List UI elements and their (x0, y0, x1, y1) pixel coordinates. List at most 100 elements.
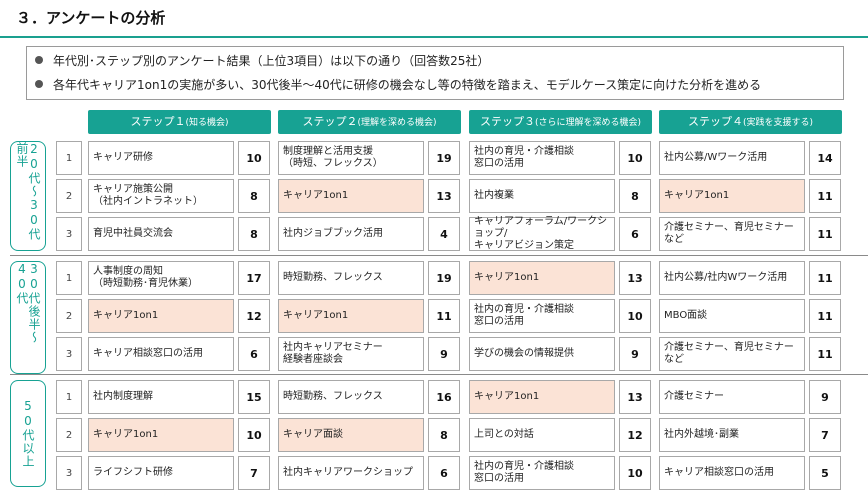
item-cell: 社内キャリアセミナー 経験者座談会 (278, 337, 424, 371)
item-cell: キャリア相談窓口の活用 (659, 456, 805, 490)
item-cell: 社内制度理解 (88, 380, 234, 414)
count-cell: 8 (238, 217, 270, 251)
item-cell: 介護セミナー、育児セミナーなど (659, 337, 805, 371)
summary-bullet: 年代別･ステップ別のアンケート結果（上位3項目）は以下の通り（回答数25社） (35, 49, 843, 73)
rank-cell: 3 (56, 217, 82, 251)
item-cell: キャリア相談窓口の活用 (88, 337, 234, 371)
count-cell: 11 (428, 299, 460, 333)
age-group-text: 50代以上 (21, 399, 35, 468)
item-cell: 育児中社員交流会 (88, 217, 234, 251)
step-header-sub: (実践を支援する) (742, 118, 814, 128)
age-group-divider (10, 255, 868, 256)
count-cell: 13 (428, 179, 460, 213)
title-rule (0, 36, 868, 38)
count-cell: 12 (619, 418, 651, 452)
age-group-text: 30代後半〜40代 (15, 262, 41, 344)
item-cell: キャリア1on1 (278, 299, 424, 333)
step-header-3: ステップ３(さらに理解を深める機会) (469, 110, 652, 134)
item-cell: 社内キャリアワークショップ (278, 456, 424, 490)
count-cell: 6 (619, 217, 651, 251)
count-cell: 5 (809, 456, 841, 490)
item-cell: 社内複業 (469, 179, 615, 213)
count-cell: 10 (238, 141, 270, 175)
count-cell: 8 (619, 179, 651, 213)
step-header-label: ステップ３ (479, 115, 535, 128)
count-cell: 9 (809, 380, 841, 414)
step-header-2: ステップ２(理解を深める機会) (278, 110, 461, 134)
item-cell: 社内公募/Wワーク活用 (659, 141, 805, 175)
count-cell: 11 (809, 217, 841, 251)
count-cell: 12 (238, 299, 270, 333)
rank-cell: 1 (56, 261, 82, 295)
count-cell: 9 (619, 337, 651, 371)
rank-cell: 2 (56, 299, 82, 333)
item-cell: 社内ジョブブック活用 (278, 217, 424, 251)
item-cell: 介護セミナー、育児セミナーなど (659, 217, 805, 251)
age-group-label: 50代以上 (10, 380, 46, 487)
count-cell: 10 (238, 418, 270, 452)
count-cell: 4 (428, 217, 460, 251)
item-cell: 時短勤務、フレックス (278, 261, 424, 295)
count-cell: 14 (809, 141, 841, 175)
item-cell: 学びの機会の情報提供 (469, 337, 615, 371)
count-cell: 10 (619, 141, 651, 175)
count-cell: 11 (809, 261, 841, 295)
page-title: ３．アンケートの分析 (16, 9, 166, 27)
item-cell: 人事制度の周知 （時短勤務･育児休業） (88, 261, 234, 295)
item-cell: 社内の育児・介護相談 窓口の活用 (469, 141, 615, 175)
item-cell: キャリア1on1 (469, 261, 615, 295)
item-cell: キャリア1on1 (659, 179, 805, 213)
count-cell: 16 (428, 380, 460, 414)
count-cell: 8 (428, 418, 460, 452)
item-cell: ライフシフト研修 (88, 456, 234, 490)
age-group-divider (10, 374, 868, 375)
summary-bullet: 各年代キャリア1on1の実施が多い、30代後半～40代に研修の機会なし等の特徴を… (35, 73, 843, 97)
step-header-sub: (さらに理解を深める機会) (534, 118, 642, 128)
count-cell: 13 (619, 261, 651, 295)
item-cell: 社内公募/社内Wワーク活用 (659, 261, 805, 295)
count-cell: 11 (809, 179, 841, 213)
rank-cell: 2 (56, 179, 82, 213)
step-header-label: ステップ１ (130, 115, 186, 128)
item-cell: キャリアフォーラム/ワークショップ/ キャリアビジョン策定 (469, 216, 615, 251)
step-header-1: ステップ１(知る機会) (88, 110, 271, 134)
count-cell: 11 (809, 299, 841, 333)
item-cell: キャリア1on1 (88, 418, 234, 452)
count-cell: 11 (809, 337, 841, 371)
count-cell: 17 (238, 261, 270, 295)
step-header-sub: (理解を深める機会) (357, 118, 437, 128)
count-cell: 19 (428, 141, 460, 175)
item-cell: 時短勤務、フレックス (278, 380, 424, 414)
item-cell: キャリア面談 (278, 418, 424, 452)
item-cell: 社内の育児・介護相談 窓口の活用 (469, 456, 615, 490)
count-cell: 19 (428, 261, 460, 295)
count-cell: 7 (809, 418, 841, 452)
count-cell: 6 (238, 337, 270, 371)
step-header-4: ステップ４(実践を支援する) (659, 110, 842, 134)
count-cell: 8 (238, 179, 270, 213)
summary-text: 各年代キャリア1on1の実施が多い、30代後半～40代に研修の機会なし等の特徴を… (53, 78, 762, 92)
count-cell: 9 (428, 337, 460, 371)
item-cell: 介護セミナー (659, 380, 805, 414)
count-cell: 10 (619, 299, 651, 333)
item-cell: キャリア1on1 (469, 380, 615, 414)
summary-box: 年代別･ステップ別のアンケート結果（上位3項目）は以下の通り（回答数25社） 各… (26, 46, 844, 100)
item-cell: キャリア1on1 (278, 179, 424, 213)
age-group-label: 30代後半〜40代 (10, 261, 46, 374)
rank-cell: 3 (56, 337, 82, 371)
count-cell: 15 (238, 380, 270, 414)
item-cell: 上司との対話 (469, 418, 615, 452)
age-group-label: 20代〜30代前半 (10, 141, 46, 251)
count-cell: 10 (619, 456, 651, 490)
rank-cell: 3 (56, 456, 82, 490)
item-cell: 制度理解と活用支援 （時短、フレックス） (278, 141, 424, 175)
count-cell: 6 (428, 456, 460, 490)
summary-text: 年代別･ステップ別のアンケート結果（上位3項目）は以下の通り（回答数25社） (53, 54, 490, 68)
item-cell: キャリア研修 (88, 141, 234, 175)
item-cell: MBO面談 (659, 299, 805, 333)
age-group-text: 20代〜30代前半 (15, 142, 41, 241)
rank-cell: 1 (56, 141, 82, 175)
step-header-label: ステップ４ (687, 115, 743, 128)
count-cell: 13 (619, 380, 651, 414)
rank-cell: 2 (56, 418, 82, 452)
